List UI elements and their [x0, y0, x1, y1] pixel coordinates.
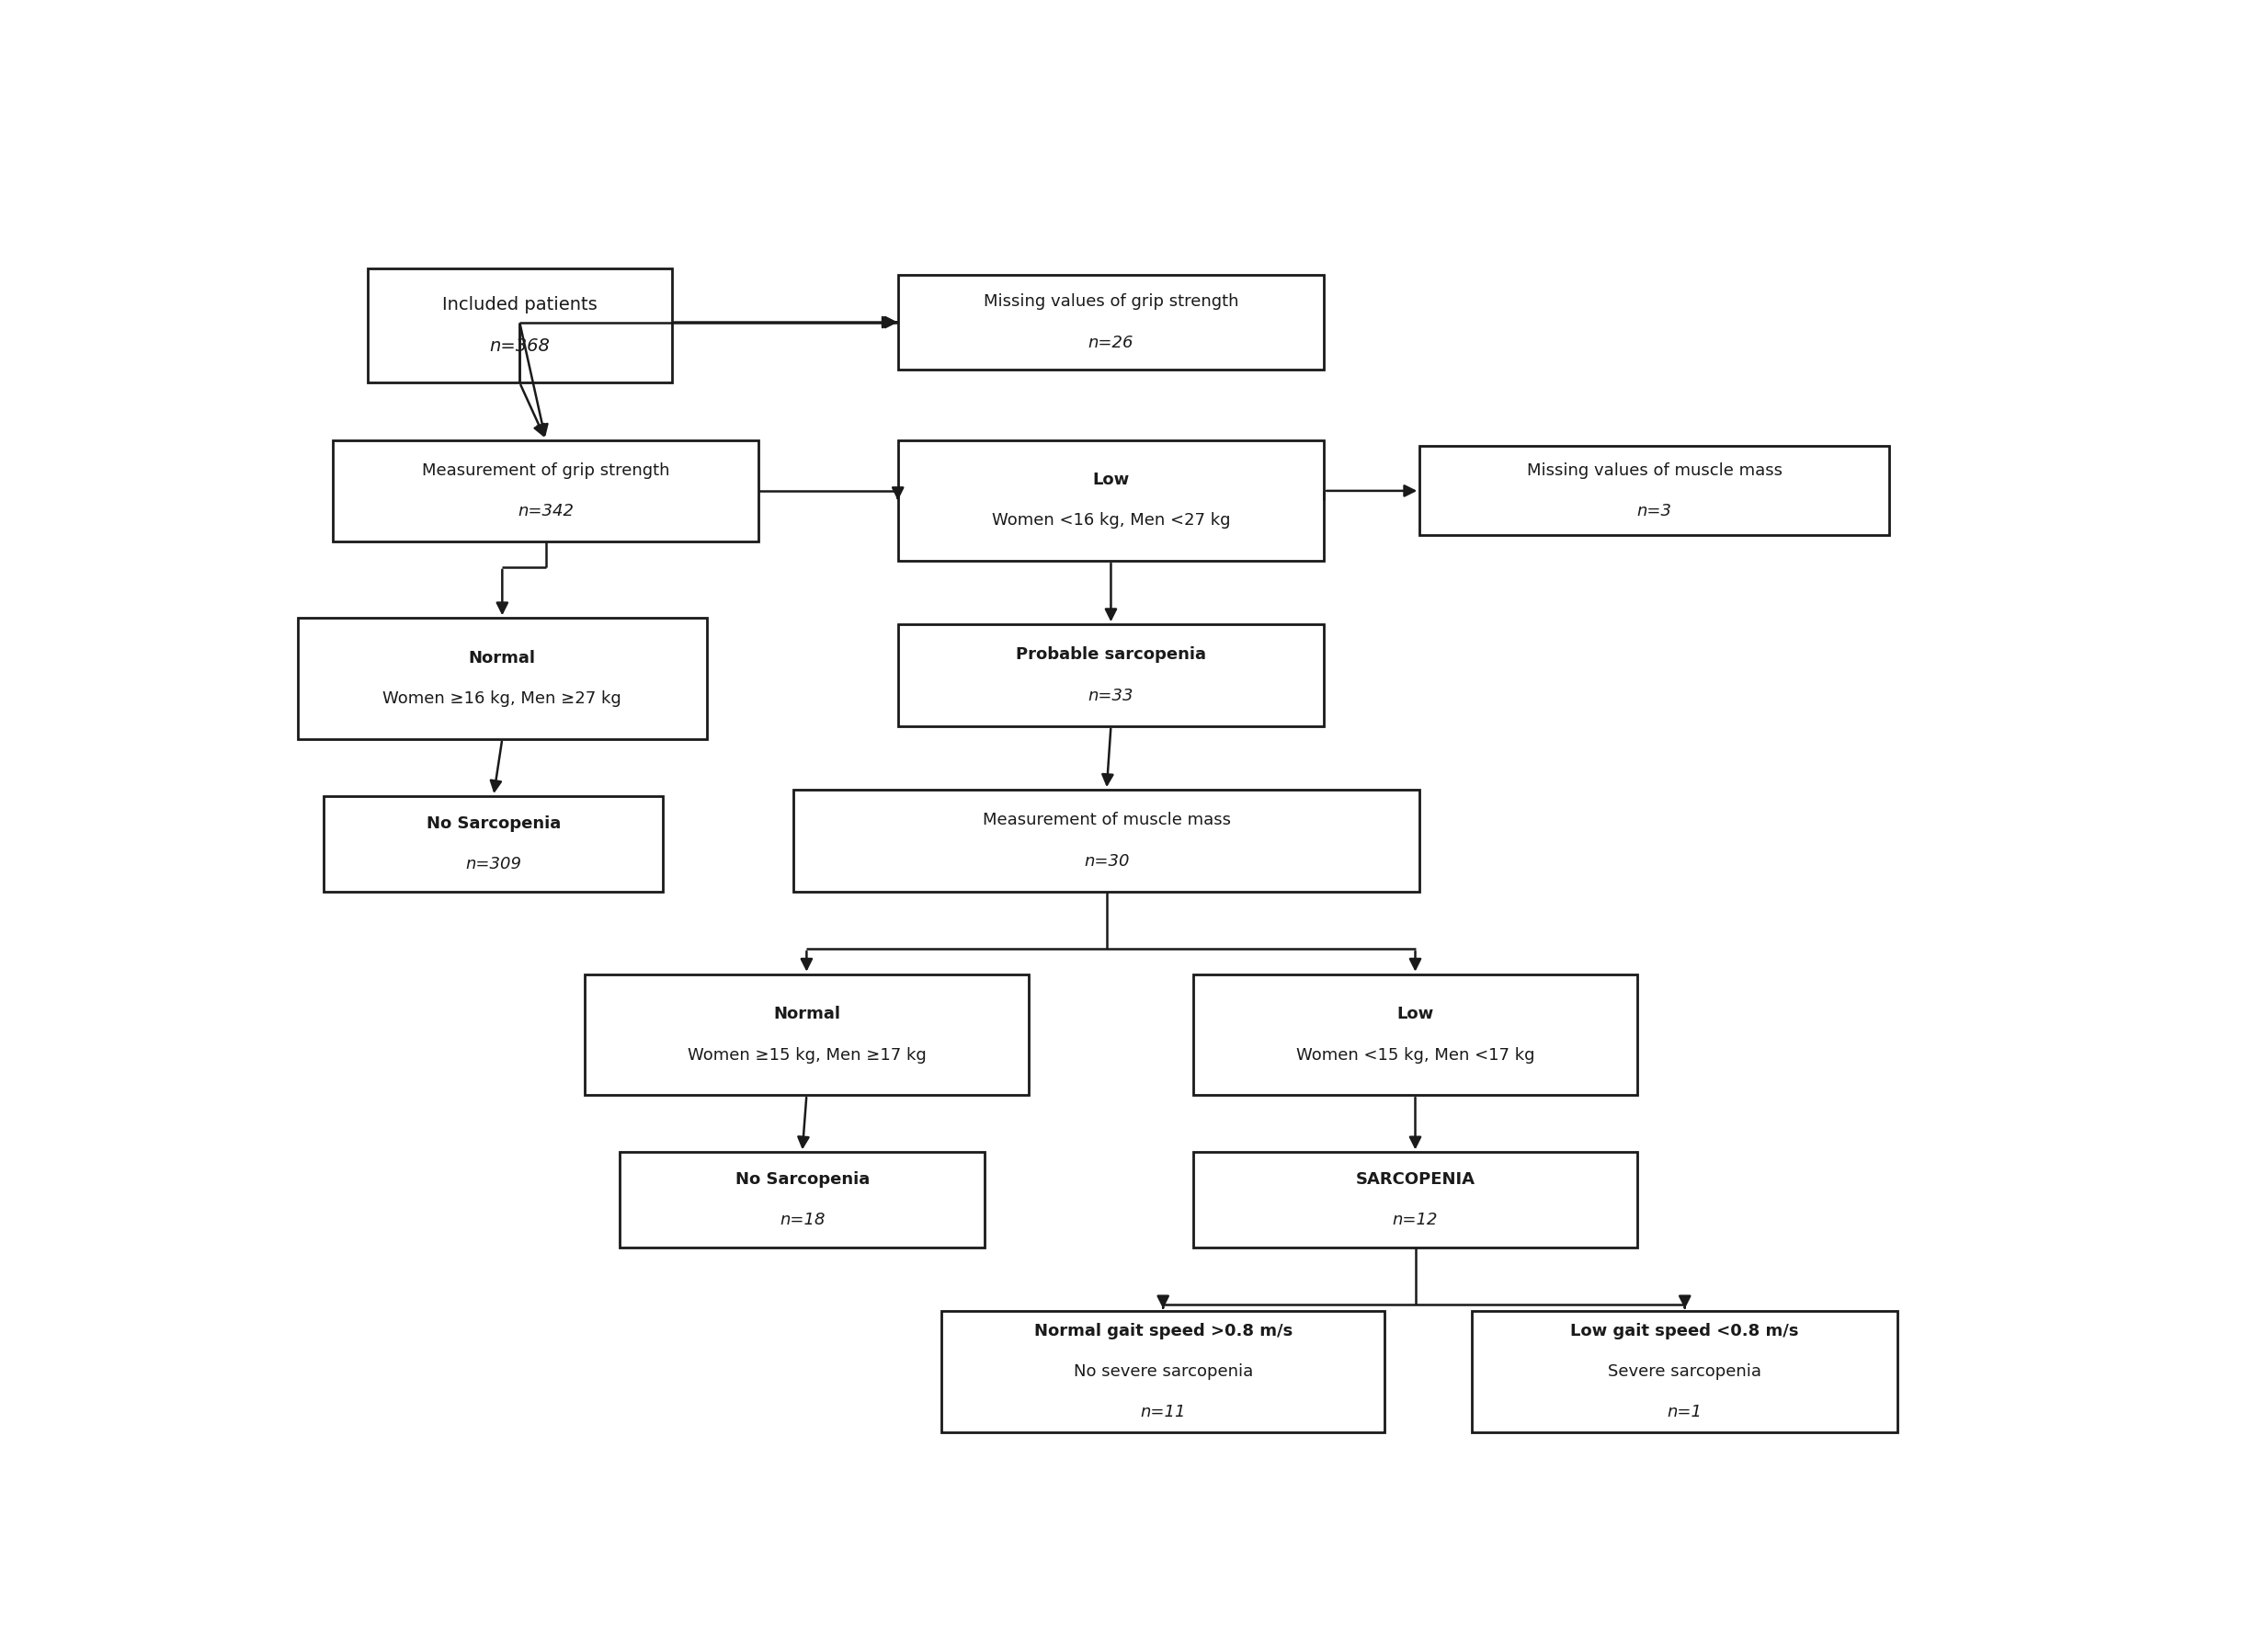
Text: Low gait speed <0.8 m/s: Low gait speed <0.8 m/s: [1571, 1323, 1800, 1340]
Text: Normal: Normal: [772, 1006, 839, 1023]
Text: No Sarcopenia: No Sarcopenia: [736, 1171, 868, 1188]
Text: Normal: Normal: [469, 649, 536, 666]
Text: Low: Low: [1396, 1006, 1434, 1023]
Text: Measurement of muscle mass: Measurement of muscle mass: [983, 813, 1230, 829]
Text: No Sarcopenia: No Sarcopenia: [426, 814, 561, 831]
Text: n=11: n=11: [1140, 1404, 1185, 1421]
Text: Women ≥15 kg, Men ≥17 kg: Women ≥15 kg, Men ≥17 kg: [687, 1047, 927, 1064]
Bar: [1194, 975, 1638, 1095]
Text: Normal gait speed >0.8 m/s: Normal gait speed >0.8 m/s: [1034, 1323, 1293, 1340]
Bar: [323, 796, 664, 892]
Text: n=3: n=3: [1636, 502, 1672, 519]
Text: n=342: n=342: [518, 502, 574, 519]
Text: No severe sarcopenia: No severe sarcopenia: [1073, 1363, 1252, 1379]
Text: Measurement of grip strength: Measurement of grip strength: [422, 463, 669, 479]
Bar: [898, 624, 1324, 727]
Text: Low: Low: [1093, 472, 1129, 489]
Text: n=309: n=309: [465, 856, 521, 872]
Text: n=368: n=368: [489, 337, 550, 355]
Bar: [1194, 1153, 1638, 1247]
Bar: [368, 268, 671, 383]
Text: Women ≥16 kg, Men ≥27 kg: Women ≥16 kg, Men ≥27 kg: [384, 691, 622, 707]
Text: Missing values of muscle mass: Missing values of muscle mass: [1526, 463, 1782, 479]
Text: n=30: n=30: [1084, 852, 1129, 869]
Bar: [898, 439, 1324, 560]
Bar: [332, 439, 758, 542]
Text: Women <16 kg, Men <27 kg: Women <16 kg, Men <27 kg: [992, 512, 1230, 529]
Text: Missing values of grip strength: Missing values of grip strength: [983, 294, 1239, 311]
Bar: [1420, 446, 1889, 535]
Text: Women <15 kg, Men <17 kg: Women <15 kg, Men <17 kg: [1297, 1047, 1535, 1064]
Text: Probable sarcopenia: Probable sarcopenia: [1017, 646, 1205, 662]
Bar: [1472, 1312, 1898, 1432]
Text: n=26: n=26: [1088, 334, 1133, 350]
Text: SARCOPENIA: SARCOPENIA: [1355, 1171, 1474, 1188]
Text: n=1: n=1: [1667, 1404, 1703, 1421]
Bar: [298, 618, 707, 738]
Bar: [586, 975, 1028, 1095]
Bar: [898, 274, 1324, 370]
Bar: [794, 790, 1420, 892]
Text: Severe sarcopenia: Severe sarcopenia: [1609, 1363, 1762, 1379]
Text: n=33: n=33: [1088, 687, 1133, 704]
Text: Included patients: Included patients: [442, 296, 597, 314]
Text: n=18: n=18: [779, 1213, 826, 1229]
Text: n=12: n=12: [1394, 1213, 1438, 1229]
Bar: [942, 1312, 1385, 1432]
Bar: [619, 1153, 985, 1247]
